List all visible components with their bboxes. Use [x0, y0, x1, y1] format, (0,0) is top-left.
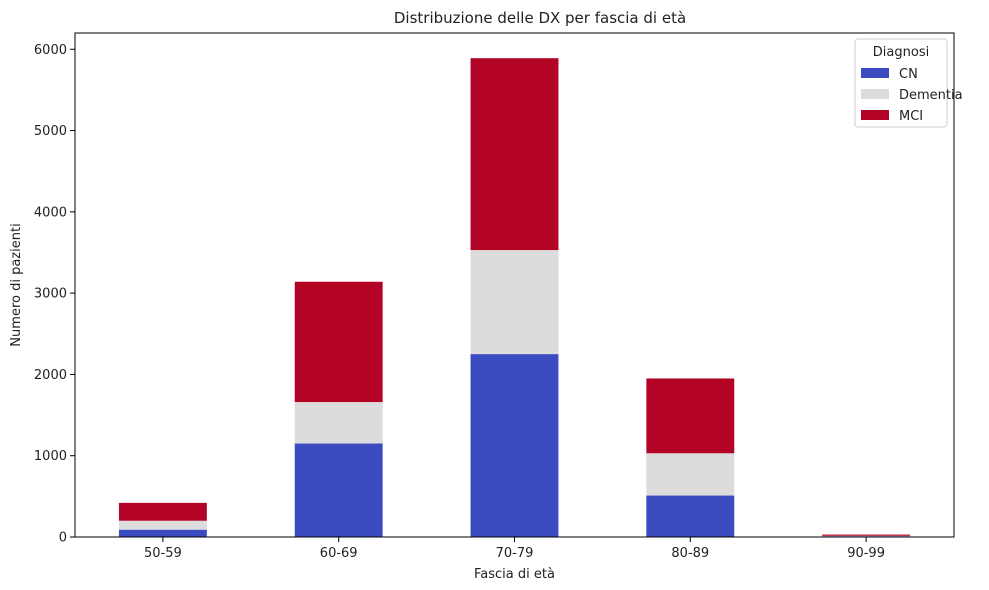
y-axis: 0 1000 2000 3000 4000 5000 6000 — [34, 43, 75, 546]
legend-swatch-cn — [861, 68, 889, 78]
bar-dementia-60-69 — [294, 402, 383, 444]
legend-label-cn: CN — [899, 67, 918, 82]
bar-cn-70-79 — [470, 354, 559, 537]
bar-cn-80-89 — [646, 495, 735, 537]
x-tick-label: 80-89 — [671, 546, 709, 561]
bar-cn-60-69 — [294, 443, 383, 537]
legend-swatch-dementia — [861, 89, 889, 99]
bar-mci-60-69 — [294, 281, 383, 403]
legend-label-dementia: Dementia — [899, 88, 963, 103]
x-tick-label: 60-69 — [320, 546, 358, 561]
bar-mci-90-99 — [822, 534, 911, 536]
bar-dementia-70-79 — [470, 250, 559, 355]
y-tick-label: 6000 — [34, 43, 67, 58]
bar-mci-70-79 — [470, 58, 559, 251]
legend-label-mci: MCI — [899, 109, 923, 124]
legend-swatch-mci — [861, 110, 889, 120]
x-tick-label: 90-99 — [847, 546, 885, 561]
bar-dementia-80-89 — [646, 453, 735, 496]
x-axis-title: Fascia di età — [474, 567, 555, 582]
y-tick-label: 1000 — [34, 449, 67, 464]
bar-dementia-50-59 — [118, 520, 207, 530]
y-tick-label: 0 — [59, 531, 67, 546]
x-tick-label: 50-59 — [144, 546, 182, 561]
legend-box — [854, 38, 948, 128]
bar-cn-50-59 — [118, 529, 207, 537]
y-tick-label: 5000 — [34, 124, 67, 139]
legend-title: Diagnosi — [873, 45, 929, 60]
plot-area — [118, 58, 911, 537]
bar-mci-80-89 — [646, 378, 735, 454]
chart-title: Distribuzione delle DX per fascia di età — [394, 9, 686, 27]
bar-mci-50-59 — [118, 502, 207, 521]
legend: Diagnosi CN Dementia MCI — [854, 38, 963, 128]
y-tick-label: 3000 — [34, 287, 67, 302]
legend-items: CN Dementia MCI — [861, 67, 963, 124]
y-tick-label: 4000 — [34, 205, 67, 220]
y-tick-label: 2000 — [34, 368, 67, 383]
y-axis-title: Numero di pazienti — [9, 223, 24, 346]
x-tick-label: 70-79 — [496, 546, 534, 561]
x-axis: 50-59 60-69 70-79 80-89 90-99 — [144, 537, 885, 561]
